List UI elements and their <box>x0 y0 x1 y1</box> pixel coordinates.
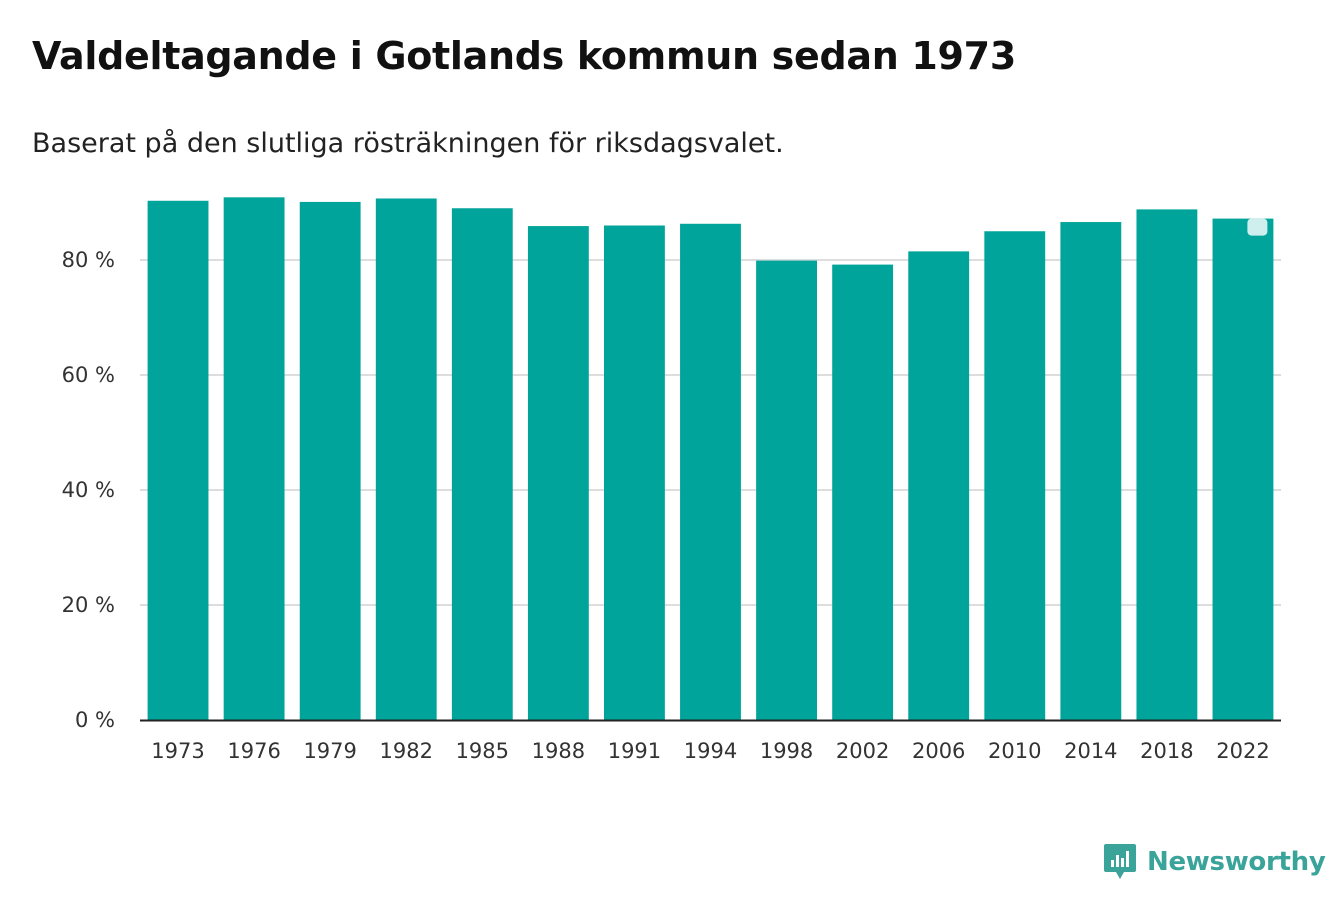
x-tick-label: 1973 <box>151 739 204 763</box>
bar-2022[interactable] <box>1212 218 1274 720</box>
bar-2006[interactable] <box>908 251 970 720</box>
bar-1994[interactable] <box>680 223 741 720</box>
bar-2010[interactable] <box>984 231 1046 720</box>
newsworthy-logo-icon <box>1104 844 1136 879</box>
y-tick-label: 40 % <box>62 478 115 502</box>
y-axis-ticks: 0 % 20 % 40 % 60 % 80 % <box>62 248 115 732</box>
x-tick-label: 2018 <box>1140 739 1193 763</box>
bar-1985[interactable] <box>451 208 513 720</box>
x-tick-label: 2010 <box>988 739 1041 763</box>
x-tick-label: 1982 <box>380 739 433 763</box>
bar-2018[interactable] <box>1136 209 1198 720</box>
x-tick-label: 1998 <box>760 739 813 763</box>
bar-1998[interactable] <box>756 260 817 720</box>
bar-1982[interactable] <box>375 198 437 721</box>
chart-subtitle: Baserat på den slutliga rösträkningen fö… <box>32 128 784 159</box>
y-tick-label: 60 % <box>62 363 115 387</box>
x-tick-label: 2014 <box>1064 739 1117 763</box>
x-tick-label: 1976 <box>227 739 280 763</box>
y-tick-label: 80 % <box>62 248 115 272</box>
bar-1991[interactable] <box>604 225 665 721</box>
x-tick-label: 1988 <box>532 739 585 763</box>
x-tick-label: 2002 <box>836 739 889 763</box>
latest-value-marker <box>1247 218 1268 236</box>
bars <box>147 197 1274 721</box>
chart-title: Valdeltagande i Gotlands kommun sedan 19… <box>32 34 1016 78</box>
x-tick-label: 2022 <box>1216 739 1269 763</box>
bar-1973[interactable] <box>147 200 209 720</box>
bar-2002[interactable] <box>832 264 894 720</box>
newsworthy-logo: Newsworthy <box>1103 842 1326 882</box>
x-tick-label: 1979 <box>303 739 356 763</box>
bar-2014[interactable] <box>1060 222 1122 721</box>
y-tick-label: 20 % <box>62 593 115 617</box>
x-axis-ticks: 1973 1976 1979 1982 1985 1988 1991 1994 1998 2002… <box>151 739 1269 763</box>
x-tick-label: 1994 <box>684 739 737 763</box>
y-tick-label: 0 % <box>75 708 115 732</box>
x-tick-label: 1985 <box>456 739 509 763</box>
bar-1979[interactable] <box>299 201 361 721</box>
brand-name: Newsworthy <box>1147 847 1326 877</box>
bar-chart: 0 % 20 % 40 % 60 % 80 % 1973 1976 1979 1982 1985… <box>62 197 1281 763</box>
x-tick-label: 1991 <box>608 739 661 763</box>
x-tick-label: 2006 <box>912 739 965 763</box>
bar-1976[interactable] <box>223 197 285 720</box>
bar-1988[interactable] <box>527 226 589 720</box>
